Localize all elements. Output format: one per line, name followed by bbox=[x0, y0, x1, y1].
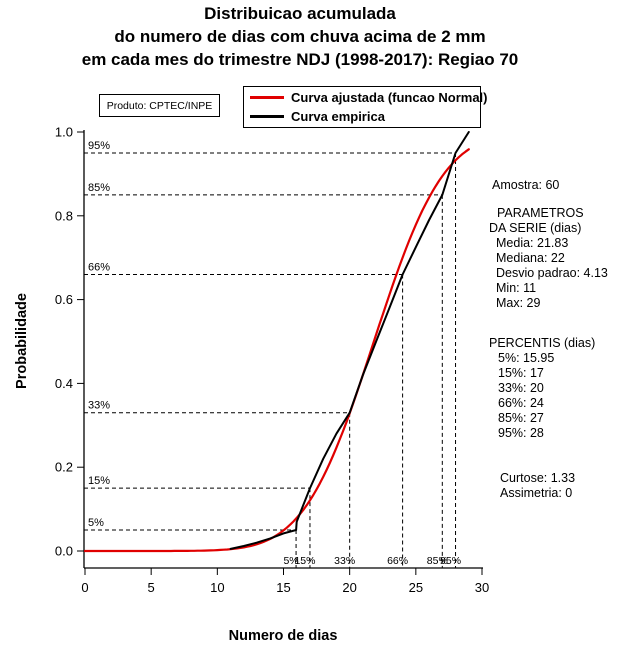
stat-desvio-padrao: Desvio padrao: 4.13 bbox=[496, 266, 608, 280]
stat-params-header-2: DA SERIE (dias) bbox=[489, 221, 582, 235]
stat-amostra: Amostra: 60 bbox=[492, 178, 560, 192]
x-axis-label: Numero de dias bbox=[228, 628, 338, 644]
y-tick-label: 0.0 bbox=[55, 544, 73, 559]
chart-title: Distribuicao acumulada do numero de dias… bbox=[0, 2, 600, 71]
percentile-left-label: 5% bbox=[88, 517, 104, 529]
stat-percentil-33: 33%: 20 bbox=[498, 381, 544, 395]
title-line-2: do numero de dias com chuva acima de 2 m… bbox=[114, 27, 486, 46]
stats-panel: Amostra: 60 PARAMETROS DA SERIE (dias) M… bbox=[489, 178, 639, 501]
x-tick-label: 5 bbox=[148, 580, 155, 595]
stat-assimetria: Assimetria: 0 bbox=[500, 486, 573, 500]
percentile-bottom-label: 85% bbox=[427, 555, 448, 567]
product-box: Produto: CPTEC/INPE bbox=[99, 94, 220, 117]
stat-params-header-1: PARAMETROS bbox=[497, 206, 584, 220]
x-tick-label: 15 bbox=[276, 580, 290, 595]
y-axis-label: Probabilidade bbox=[14, 293, 30, 389]
stat-percentil-85: 85%: 27 bbox=[498, 411, 544, 425]
percentile-bottom-label: 15% bbox=[294, 555, 315, 567]
stat-min: Min: 11 bbox=[496, 281, 537, 295]
stat-media: Media: 21.83 bbox=[496, 236, 569, 250]
title-line-1: Distribuicao acumulada bbox=[204, 4, 396, 23]
legend: Curva ajustada (funcao Normal) Curva emp… bbox=[243, 86, 488, 128]
x-tick-label: 20 bbox=[342, 580, 356, 595]
legend-label-fitted: Curva ajustada (funcao Normal) bbox=[291, 90, 488, 105]
x-tick-label: 25 bbox=[409, 580, 423, 595]
percentile-left-label: 85% bbox=[88, 182, 110, 194]
percentile-bottom-label: 95% bbox=[440, 555, 461, 567]
title-line-3: em cada mes do trimestre NDJ (1998-2017)… bbox=[81, 50, 519, 69]
y-tick-label: 0.8 bbox=[55, 208, 73, 223]
legend-line-sample-empirical bbox=[250, 115, 284, 118]
stat-max: Max: 29 bbox=[496, 296, 541, 310]
stat-mediana: Mediana: 22 bbox=[496, 251, 565, 265]
percentile-bottom-label: 66% bbox=[387, 555, 408, 567]
empirical-curve bbox=[229, 131, 470, 550]
percentile-left-label: 33% bbox=[88, 400, 110, 412]
percentile-left-label: 66% bbox=[88, 261, 110, 273]
y-tick-label: 0.4 bbox=[55, 376, 73, 391]
percentile-bottom-label: 33% bbox=[334, 555, 355, 567]
percentile-left-label: 15% bbox=[88, 475, 110, 487]
stat-percentil-5: 5%: 15.95 bbox=[498, 351, 555, 365]
legend-label-empirical: Curva empirica bbox=[291, 109, 385, 124]
stat-curtose: Curtose: 1.33 bbox=[500, 471, 576, 485]
y-tick-label: 0.6 bbox=[55, 292, 73, 307]
x-tick-label: 30 bbox=[475, 580, 489, 595]
percentile-left-label: 95% bbox=[88, 140, 110, 152]
y-tick-label: 0.2 bbox=[55, 460, 73, 475]
stat-percentil-95: 95%: 28 bbox=[498, 426, 544, 440]
product-label: Produto: CPTEC/INPE bbox=[106, 99, 213, 112]
stat-percentis-header: PERCENTIS (dias) bbox=[489, 336, 596, 350]
legend-item-empirical: Curva empirica bbox=[250, 109, 474, 124]
stat-percentil-15: 15%: 17 bbox=[498, 366, 544, 380]
legend-item-fitted: Curva ajustada (funcao Normal) bbox=[250, 90, 488, 105]
x-tick-label: 10 bbox=[210, 580, 224, 595]
fitted-curve bbox=[83, 148, 470, 553]
percentile-bottom-label: 5% bbox=[283, 555, 298, 567]
legend-line-sample-fitted bbox=[250, 96, 284, 99]
stat-percentil-66: 66%: 24 bbox=[498, 396, 544, 410]
x-tick-label: 0 bbox=[81, 580, 88, 595]
y-tick-label: 1.0 bbox=[55, 125, 73, 140]
